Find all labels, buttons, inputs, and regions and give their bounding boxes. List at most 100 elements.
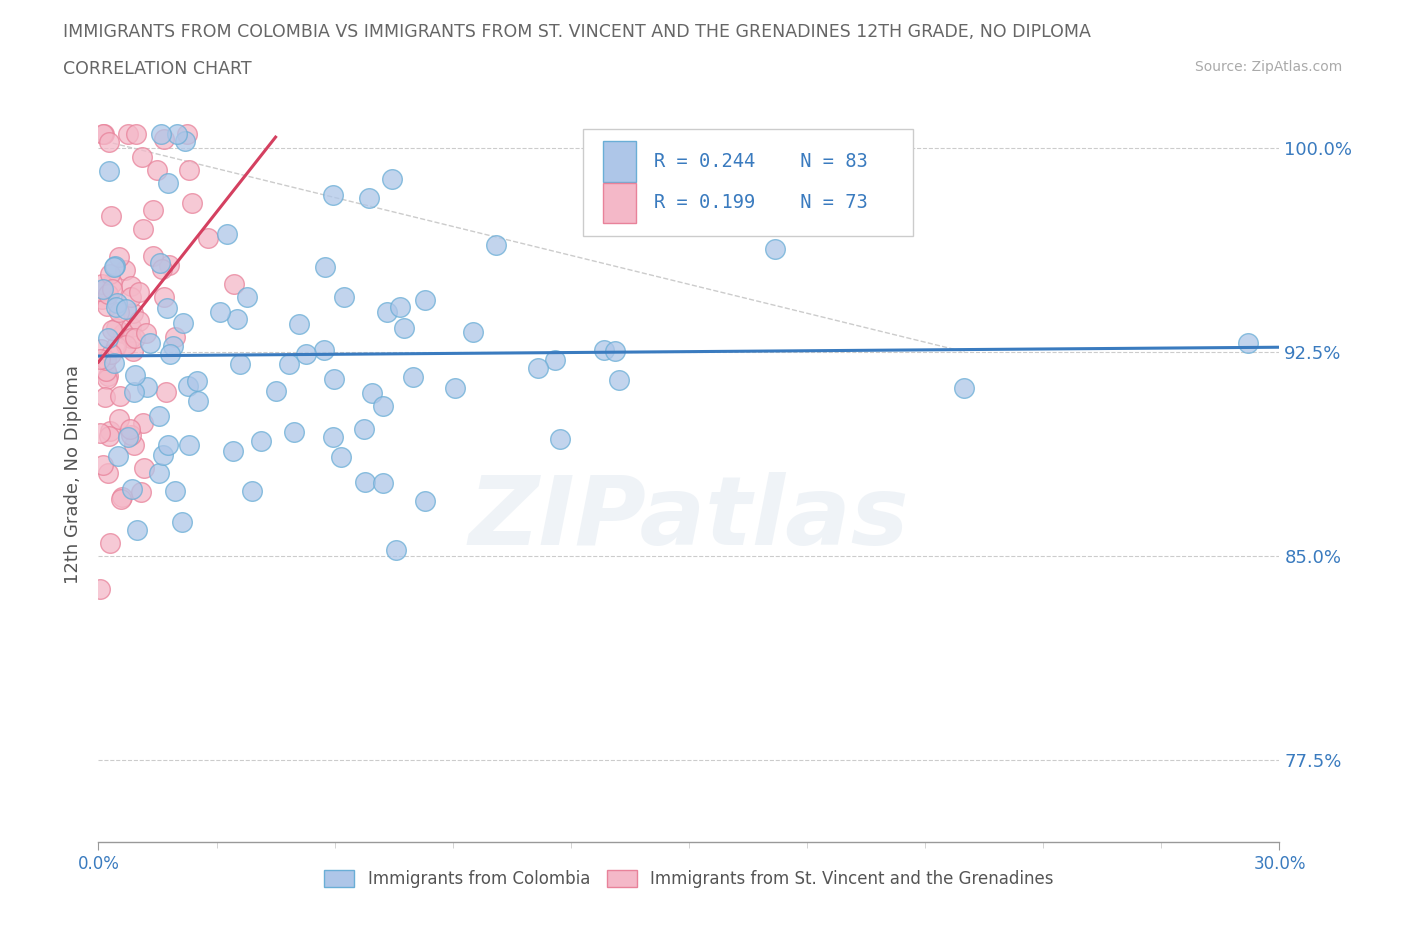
Point xyxy=(91,281,114,296)
Point xyxy=(197,231,219,246)
Point xyxy=(101,323,124,338)
Point xyxy=(108,389,131,404)
Point xyxy=(124,384,146,399)
Point xyxy=(101,282,124,297)
Y-axis label: 12th Grade, No Diploma: 12th Grade, No Diploma xyxy=(65,365,83,584)
Point xyxy=(181,195,204,210)
FancyBboxPatch shape xyxy=(582,129,914,235)
Point xyxy=(250,433,273,448)
Point xyxy=(330,450,353,465)
Point xyxy=(135,326,157,340)
Point xyxy=(159,258,181,272)
Point xyxy=(149,256,172,271)
Point xyxy=(593,343,616,358)
Point xyxy=(162,339,184,353)
Point xyxy=(603,344,626,359)
Point xyxy=(89,425,111,440)
Point xyxy=(413,292,436,307)
Point xyxy=(264,384,287,399)
Point xyxy=(222,277,245,292)
Point xyxy=(131,221,153,236)
Point xyxy=(176,126,198,141)
Point xyxy=(361,386,384,401)
Point xyxy=(103,356,125,371)
Point xyxy=(763,241,786,256)
Text: ZIPatlas: ZIPatlas xyxy=(468,472,910,565)
Point xyxy=(156,300,179,315)
Point xyxy=(314,343,336,358)
Point xyxy=(135,380,157,395)
Point xyxy=(333,290,356,305)
Point xyxy=(125,126,148,141)
Point xyxy=(108,412,131,427)
Point xyxy=(392,321,415,336)
Point xyxy=(236,290,259,305)
Point xyxy=(124,438,146,453)
Point xyxy=(98,266,121,281)
Text: Source: ZipAtlas.com: Source: ZipAtlas.com xyxy=(1195,60,1343,74)
Point xyxy=(443,381,465,396)
Point xyxy=(381,171,404,186)
Point xyxy=(117,430,139,445)
Point xyxy=(323,371,346,386)
Point xyxy=(156,437,179,452)
Point xyxy=(120,320,142,335)
Point xyxy=(148,408,170,423)
Text: R = 0.199    N = 73: R = 0.199 N = 73 xyxy=(654,193,868,212)
Point xyxy=(375,305,398,320)
Bar xyxy=(603,182,636,223)
Point xyxy=(226,312,249,326)
Point xyxy=(283,425,305,440)
Point xyxy=(142,203,165,218)
Point xyxy=(111,489,134,504)
Point xyxy=(105,295,128,310)
Point xyxy=(98,164,121,179)
Point xyxy=(952,380,974,395)
Point xyxy=(177,379,200,393)
Legend: Immigrants from Colombia, Immigrants from St. Vincent and the Grenadines: Immigrants from Colombia, Immigrants fro… xyxy=(325,870,1053,888)
Point xyxy=(148,466,170,481)
Point xyxy=(149,126,172,141)
Point xyxy=(463,325,485,339)
Point xyxy=(110,491,132,506)
Point xyxy=(121,305,143,320)
Point xyxy=(105,339,128,353)
Point xyxy=(152,289,174,304)
Point xyxy=(104,259,127,273)
Point xyxy=(165,483,187,498)
Point xyxy=(354,474,377,489)
Point xyxy=(146,163,169,178)
Point xyxy=(277,356,299,371)
Point xyxy=(97,429,120,444)
Point xyxy=(1237,336,1260,351)
Point xyxy=(172,315,194,330)
Point xyxy=(322,187,344,202)
Point xyxy=(186,374,208,389)
Point xyxy=(152,447,174,462)
Point xyxy=(485,238,508,253)
Point xyxy=(314,259,336,274)
Point xyxy=(120,427,142,442)
Point xyxy=(287,317,309,332)
Point xyxy=(98,423,121,438)
Point xyxy=(131,150,153,165)
Point xyxy=(165,329,187,344)
Point xyxy=(91,292,114,307)
Point xyxy=(97,330,120,345)
Point xyxy=(139,336,162,351)
Point xyxy=(96,299,118,313)
Point xyxy=(96,364,118,379)
Point xyxy=(115,302,138,317)
Point xyxy=(121,481,143,496)
Point xyxy=(132,415,155,430)
Point xyxy=(543,352,565,367)
Point xyxy=(132,460,155,475)
Point xyxy=(104,321,127,336)
Point xyxy=(97,286,120,301)
Point xyxy=(385,543,408,558)
Point xyxy=(89,352,111,366)
Point xyxy=(127,523,149,538)
Point xyxy=(607,372,630,387)
Point xyxy=(413,493,436,508)
Point xyxy=(155,385,177,400)
